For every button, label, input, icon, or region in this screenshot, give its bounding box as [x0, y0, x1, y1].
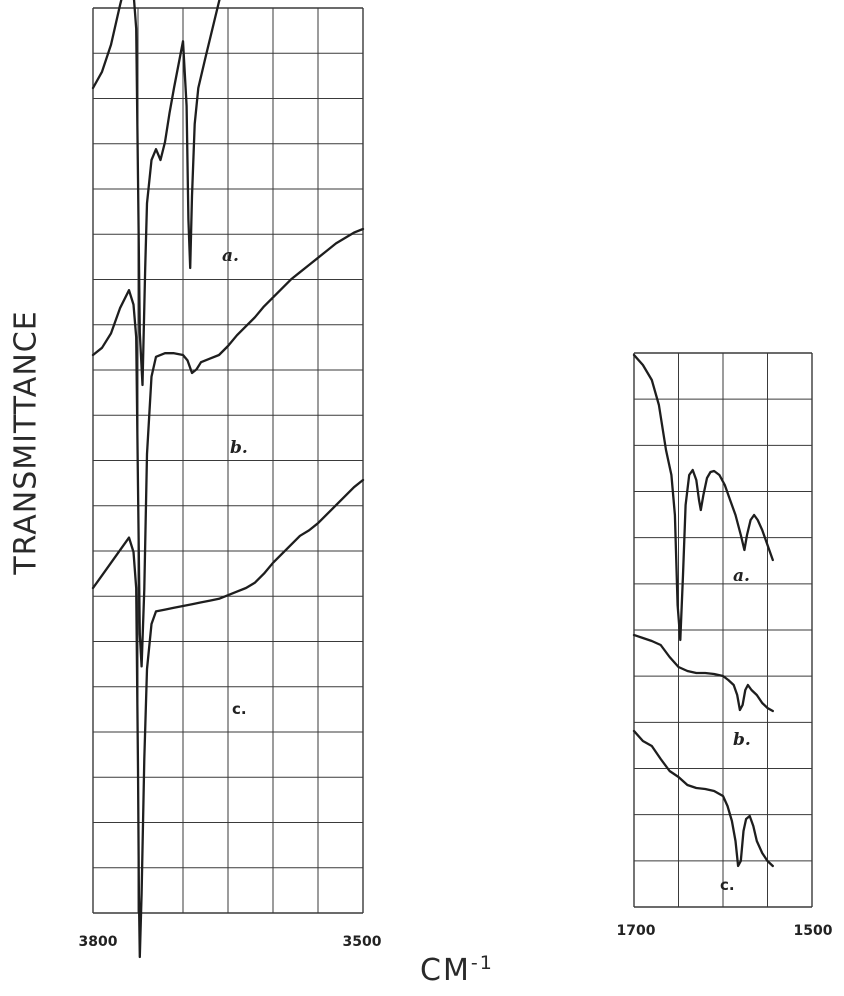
- x-tick-3800: 3800: [79, 934, 118, 950]
- curve-label-b-panel-1: b.: [230, 438, 248, 458]
- curves-panel-2: [632, 353, 774, 868]
- x-tick-3500: 3500: [343, 934, 382, 950]
- panel1-curve-c: [91, 478, 365, 959]
- x-axis-label-exponent: -1: [470, 952, 494, 974]
- panel-oh-stretch: 3800 3500 a. b. c.: [79, 0, 382, 959]
- panel-amide-region: 1700 1500 a. b. c.: [617, 352, 833, 939]
- panel2-curve-a: [632, 353, 774, 642]
- x-axis-label: CM-1: [420, 952, 494, 988]
- panel1-curve-b: [91, 227, 365, 668]
- curve-label-b-panel-2: b.: [733, 730, 751, 750]
- curve-label-a-panel-1: a.: [222, 246, 239, 266]
- panel2-curve-b: [632, 633, 774, 713]
- curve-label-c-panel-2: c.: [720, 876, 735, 894]
- grid-panel-2: [633, 352, 813, 908]
- grid-panel-1: [92, 7, 364, 914]
- x-axis-label-text: CM: [420, 953, 471, 988]
- curve-label-c-panel-1: c.: [232, 700, 247, 718]
- curve-label-a-panel-2: a.: [733, 566, 750, 586]
- x-tick-1500: 1500: [794, 923, 833, 939]
- panel2-curve-c: [632, 729, 774, 868]
- y-axis-label: TRANSMITTANCE: [8, 309, 44, 575]
- x-tick-1700: 1700: [617, 923, 656, 939]
- curves-panel-1: [91, 0, 365, 959]
- y-axis-label-container: TRANSMITTANCE: [8, 262, 44, 622]
- panel1-curve-a: [91, 0, 221, 387]
